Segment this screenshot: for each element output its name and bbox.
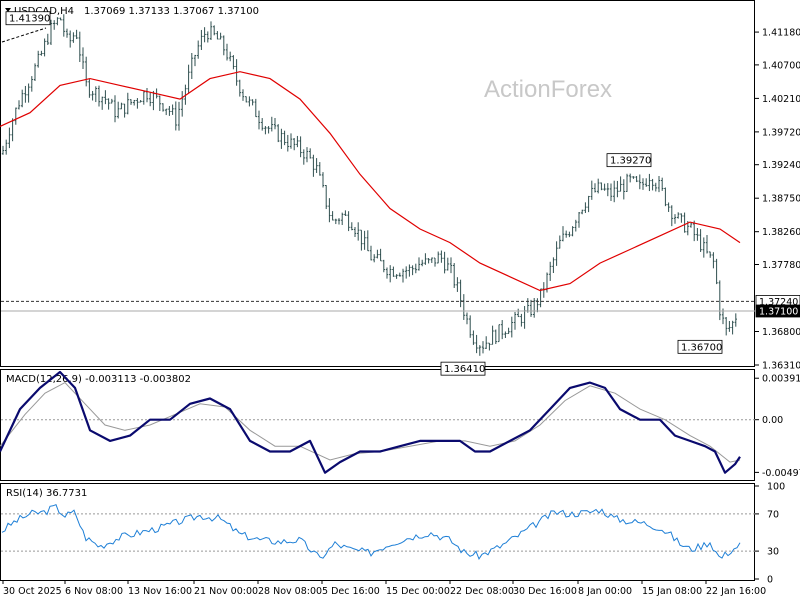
price-axis: 1.41180 1.40700 1.40210 1.39720 1.39240 1.387…: [755, 28, 800, 372]
date-tick-label: 28 Nov 08:00: [258, 586, 322, 597]
price-annotation-label: 1.41390: [9, 14, 50, 25]
price-annotation-box: [677, 339, 723, 354]
date-tick-label: 30 Oct 2025: [3, 586, 62, 597]
price-tick-label: 1.37780: [762, 260, 800, 271]
price-annotation-label: 1.36410: [444, 364, 485, 375]
date-tick-label: 30 Dec 16:00: [513, 586, 577, 597]
rsi-tick-label: 70: [767, 509, 779, 520]
watermark: ActionForex: [484, 76, 612, 103]
rsi-title: RSI(14) 36.7731: [6, 488, 87, 499]
rsi-tick-label: 100: [767, 482, 785, 493]
date-tick-label: 22 Dec 08:00: [450, 586, 514, 597]
macd-lines: [0, 370, 741, 474]
price-annotation-box: [606, 153, 652, 168]
rsi-lines: [1, 504, 741, 560]
date-tick-label: 15 Dec 00:00: [386, 586, 450, 597]
price-tick-label: 1.40700: [762, 60, 800, 71]
price-tick-label: 1.39720: [762, 127, 800, 138]
date-tick-label: 8 Jan 00:00: [578, 586, 632, 597]
macd-main-line: [0, 370, 741, 474]
moving-average: [0, 71, 741, 292]
macd-tick-label: 0.00: [762, 415, 783, 426]
macd-axis: 0.003914 0.00 -0.00497: [755, 374, 800, 479]
rsi-tick-label: 0: [767, 575, 773, 586]
date-tick-label: 22 Jan 16:00: [706, 586, 766, 597]
price-panel: [0, 0, 755, 367]
date-tick-label: 6 Nov 08:00: [65, 586, 123, 597]
price-tick-label: 1.41180: [762, 28, 800, 39]
date-axis: 30 Oct 2025 6 Nov 08:00 13 Nov 16:00 21 Nov…: [2, 580, 766, 597]
trend-line: [1, 27, 47, 43]
price-annotations: 1.41390 1.39270 1.36410 1.36700: [5, 11, 723, 376]
macd-tick-label: 0.003914: [762, 374, 800, 385]
price-level-label: 1.37240: [759, 297, 798, 308]
price-tick-label: 1.38260: [762, 227, 800, 238]
date-tick-label: 21 Nov 00:00: [194, 586, 258, 597]
price-tick-label: 1.40210: [762, 94, 800, 105]
price-annotation-box: [440, 361, 486, 376]
date-tick-label: 15 Jan 08:00: [642, 586, 702, 597]
dropdown-arrow-icon[interactable]: [5, 8, 11, 12]
rsi-grid: [1, 513, 755, 552]
date-tick-label: 5 Dec 16:00: [322, 586, 380, 597]
ma-line: [0, 71, 741, 292]
price-level-box: [755, 304, 800, 318]
macd-title: MACD(12,26,9) -0.003113 -0.003802: [6, 374, 191, 385]
ohlc-values: 1.37069 1.37133 1.37067 1.37100: [84, 6, 259, 17]
price-annotation-label: 1.39270: [610, 156, 651, 167]
price-tick-label: 1.36800: [762, 327, 800, 338]
macd-panel: [0, 369, 755, 481]
rsi-line: [1, 504, 741, 560]
rsi-tick-label: 30: [767, 547, 779, 558]
price-tick-label: 1.36310: [762, 361, 800, 372]
price-annotation-label: 1.36700: [681, 342, 722, 353]
price-tick-label: 1.39240: [762, 160, 800, 171]
rsi-axis: 100 70 30 0: [755, 482, 785, 586]
macd-tick-label: -0.00497: [762, 468, 800, 479]
price-tick-label: 1.38750: [762, 194, 800, 205]
price-annotation-box: [5, 11, 51, 26]
price-level-label: 1.37100: [759, 306, 798, 317]
date-tick-label: 13 Nov 16:00: [128, 586, 192, 597]
rsi-panel: [0, 483, 755, 581]
